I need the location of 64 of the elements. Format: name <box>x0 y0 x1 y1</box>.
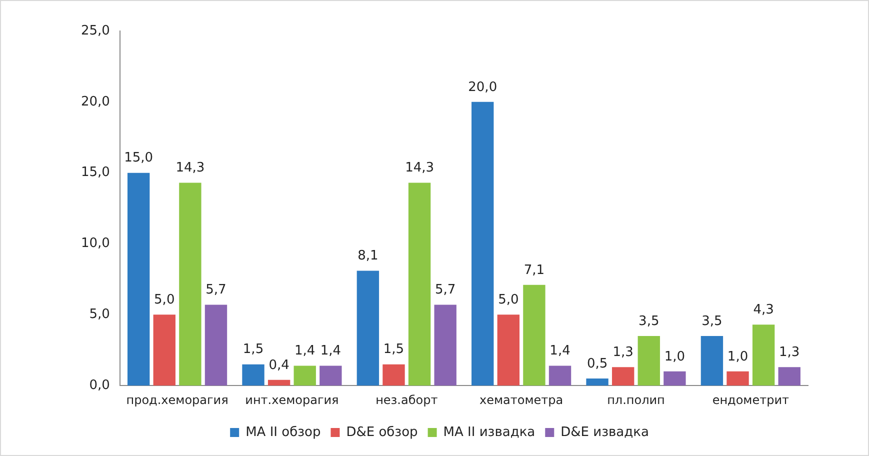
x-tick-label: ендометрит <box>712 392 790 407</box>
data-label: 1,5 <box>383 342 404 358</box>
x-tick-label: пл.полип <box>607 392 665 407</box>
data-label: 1,5 <box>242 342 264 358</box>
data-label: 1,0 <box>664 349 686 364</box>
bar <box>664 371 686 386</box>
data-label: 20,0 <box>468 80 498 95</box>
bar <box>320 366 342 386</box>
x-tick-label: прод.хеморагия <box>126 392 228 407</box>
bar <box>638 336 660 386</box>
x-tick-label: инт.хеморагия <box>245 392 339 407</box>
data-label: 4,3 <box>753 302 774 318</box>
data-label: 3,5 <box>702 314 722 329</box>
bar <box>294 366 316 386</box>
data-label: 5,0 <box>498 292 519 308</box>
y-tick-label: 25,0 <box>80 23 110 38</box>
bar <box>382 364 405 386</box>
y-tick-label: 15,0 <box>80 165 110 180</box>
bar <box>408 182 431 386</box>
data-label: 14,3 <box>405 160 434 176</box>
data-label: 15,0 <box>124 150 154 166</box>
data-label: 0,4 <box>268 358 290 373</box>
legend-label: MA II обзор <box>246 424 321 440</box>
bar <box>242 364 264 386</box>
bar <box>179 182 202 386</box>
data-label: 8,1 <box>358 248 378 264</box>
bar <box>523 284 546 386</box>
bar <box>752 324 775 386</box>
y-tick-label: 5,0 <box>89 307 110 322</box>
data-label: 5,7 <box>206 282 226 298</box>
bar <box>726 371 749 386</box>
bar <box>434 304 456 386</box>
x-tick-label: нез.аборт <box>376 392 438 407</box>
y-tick-label: 20,0 <box>80 94 110 110</box>
data-label: 7,1 <box>524 262 545 278</box>
data-label: 1,0 <box>727 349 748 364</box>
bar <box>497 314 520 386</box>
data-label: 1,4 <box>294 344 316 359</box>
bar <box>153 314 176 386</box>
bar <box>127 172 150 386</box>
bar <box>548 366 572 386</box>
data-label: 5,7 <box>434 282 456 298</box>
data-label: 3,5 <box>638 314 660 329</box>
data-label: 14,3 <box>176 160 205 176</box>
x-tick-label: хематометра <box>480 392 564 407</box>
data-label: 5,0 <box>154 292 175 308</box>
bar <box>612 367 634 386</box>
data-label: 1,4 <box>320 344 342 359</box>
bar <box>472 102 494 386</box>
bar <box>204 304 228 386</box>
legend-label: D&E извадка <box>560 424 649 440</box>
y-tick-label: 0,0 <box>89 378 110 393</box>
data-label: 1,3 <box>612 345 634 360</box>
bar <box>700 336 724 386</box>
bar <box>586 378 608 386</box>
bar <box>268 380 290 386</box>
data-label: 1,4 <box>550 344 570 359</box>
y-tick-label: 10,0 <box>80 236 110 252</box>
data-label: 0,5 <box>586 356 608 372</box>
legend-label: MA II извадка <box>443 424 536 440</box>
data-label: 1,3 <box>779 345 800 360</box>
bar <box>778 367 800 386</box>
legend-label: D&E обзор <box>346 424 418 440</box>
bar <box>356 270 380 386</box>
